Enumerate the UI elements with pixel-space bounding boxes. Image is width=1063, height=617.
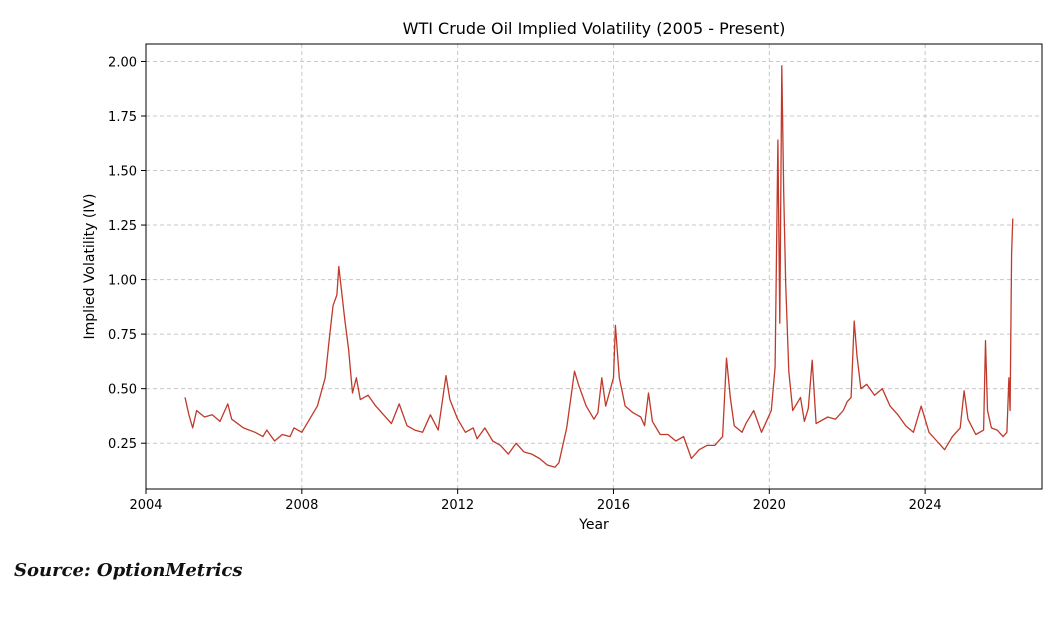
wti-volatility-chart: WTI Crude Oil Implied Volatility (2005 -… [82,19,1043,533]
x-tick-label: 2004 [129,498,162,513]
source-note: Source: OptionMetrics [14,560,243,581]
y-tick-label: 2.00 [108,55,137,70]
grid-lines [145,44,1042,489]
y-tick-label: 1.00 [108,274,137,289]
x-tick-label: 2012 [441,498,474,513]
y-tick-label: 1.25 [108,219,137,234]
y-tick-label: 0.25 [108,437,137,452]
plot-frame [145,43,1043,490]
x-tick-label: 2016 [597,498,630,513]
axis-ticks: 2004 2008 2012 2016 2020 2024 0.25 0.50 0.75 1.00… [108,55,942,513]
y-tick-label: 1.75 [108,110,137,125]
x-tick-label: 2020 [753,498,786,513]
y-tick-label: 1.50 [108,165,137,180]
x-tick-label: 2008 [285,498,318,513]
x-axis-label: Year [578,517,609,533]
y-axis-label: Implied Volatility (IV) [82,194,98,340]
series-line [184,65,1014,468]
y-tick-label: 0.50 [108,383,137,398]
chart-title: WTI Crude Oil Implied Volatility (2005 -… [403,19,786,38]
plot-area [184,65,1014,468]
x-tick-label: 2024 [909,498,942,513]
y-tick-label: 0.75 [108,328,137,343]
